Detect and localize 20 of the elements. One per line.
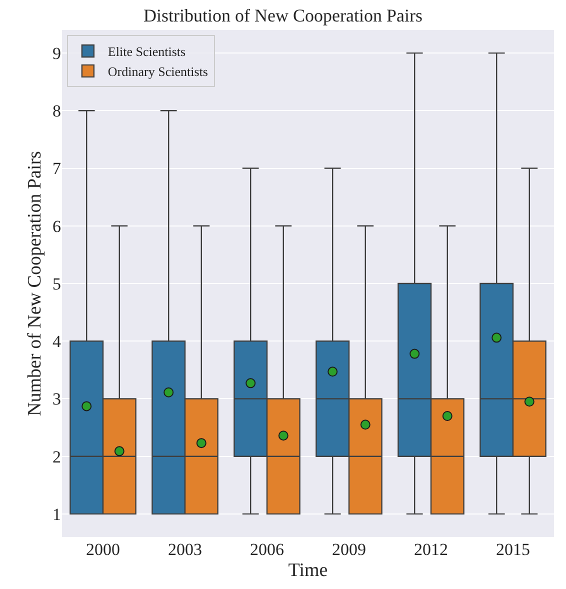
y-tick-label: 6	[52, 216, 61, 236]
y-tick-label: 3	[52, 390, 61, 409]
y-tick-label: 8	[52, 102, 61, 121]
x-tick-label: 2009	[332, 540, 366, 559]
legend-label: Elite Scientists	[108, 44, 186, 60]
x-tick-label: 2012	[414, 540, 448, 559]
y-tick-label: 4	[52, 332, 62, 352]
x-tick-label: 2003	[168, 540, 202, 559]
y-tick-label: 1	[52, 504, 61, 524]
chart-title: Distribution of New Cooperation Pairs	[144, 5, 422, 26]
y-tick-label: 2	[52, 447, 61, 466]
y-tick-label: 5	[52, 274, 61, 294]
y-tick-label: 9	[52, 44, 61, 63]
x-tick-label: 2015	[496, 540, 530, 559]
legend-label: Ordinary Scientists	[108, 64, 208, 79]
y-tick-label: 7	[52, 159, 62, 178]
x-axis-title: Time	[288, 560, 328, 581]
x-tick-label: 2000	[86, 540, 120, 559]
y-axis-title: Number of New Cooperation Pairs	[24, 151, 46, 416]
x-tick-label: 2006	[250, 540, 284, 559]
